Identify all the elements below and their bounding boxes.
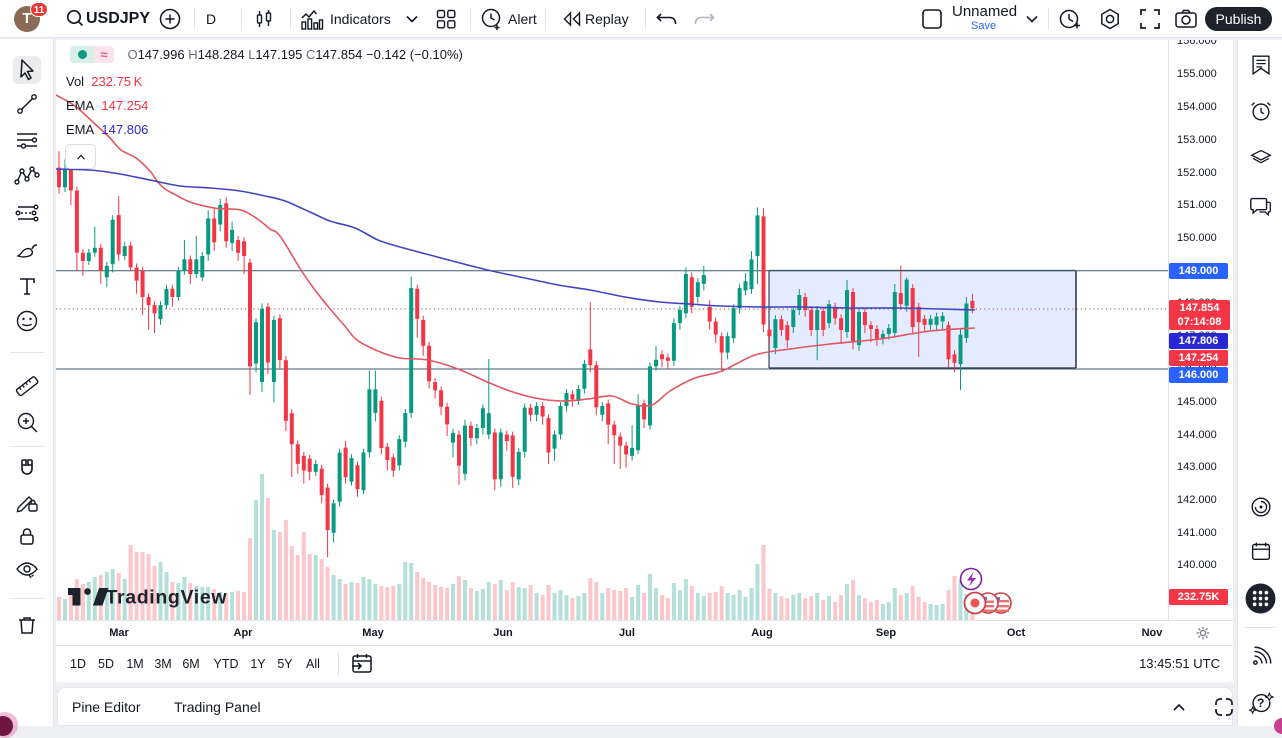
svg-text:?: ? <box>1257 696 1264 710</box>
svg-text:TradingView: TradingView <box>106 587 228 609</box>
